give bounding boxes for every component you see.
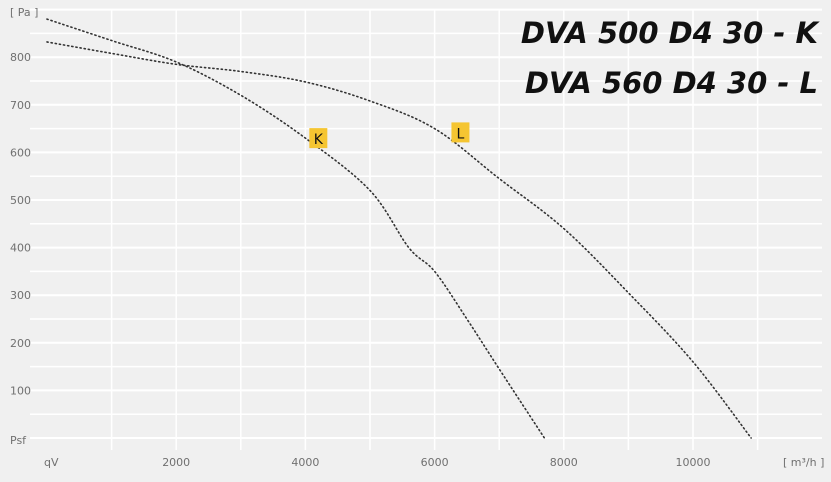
y-tick-label: 800 xyxy=(10,51,31,64)
x-tick-label: 6000 xyxy=(421,456,449,469)
tick-labels: 100 200 300 400 500 600 700 800 2000 4000 6000 8000… xyxy=(10,51,711,469)
y-unit-label: [ Pa ] xyxy=(10,6,38,19)
x-tick-label: 8000 xyxy=(550,456,578,469)
x-tick-label: 10000 xyxy=(676,456,711,469)
y-tick-label: 500 xyxy=(10,194,31,207)
x-tick-label: 4000 xyxy=(291,456,319,469)
y-symbol-label: Psf xyxy=(10,434,27,447)
curve-k xyxy=(46,18,546,439)
y-tick-label: 400 xyxy=(10,242,31,255)
y-tick-label: 700 xyxy=(10,99,31,112)
chart-title-line-2: DVA 560 D4 30 - L xyxy=(525,66,818,100)
curve-label-badge-l xyxy=(451,122,470,143)
y-tick-label: 200 xyxy=(10,337,31,350)
grid xyxy=(30,8,822,450)
curve-l xyxy=(46,41,752,439)
curve-label-k: K xyxy=(314,132,324,148)
curves xyxy=(46,18,752,439)
x-symbol-label: qV xyxy=(44,456,59,469)
curve-label-badge-k xyxy=(309,128,328,149)
x-tick-label: 2000 xyxy=(162,456,190,469)
curve-label-l: L xyxy=(457,126,465,142)
x-unit-label: [ m³/h ] xyxy=(783,456,824,469)
chart-title-line-1: DVA 500 D4 30 - K xyxy=(521,16,821,50)
y-tick-label: 100 xyxy=(10,384,31,397)
y-tick-label: 600 xyxy=(10,146,31,159)
y-tick-label: 300 xyxy=(10,289,31,302)
